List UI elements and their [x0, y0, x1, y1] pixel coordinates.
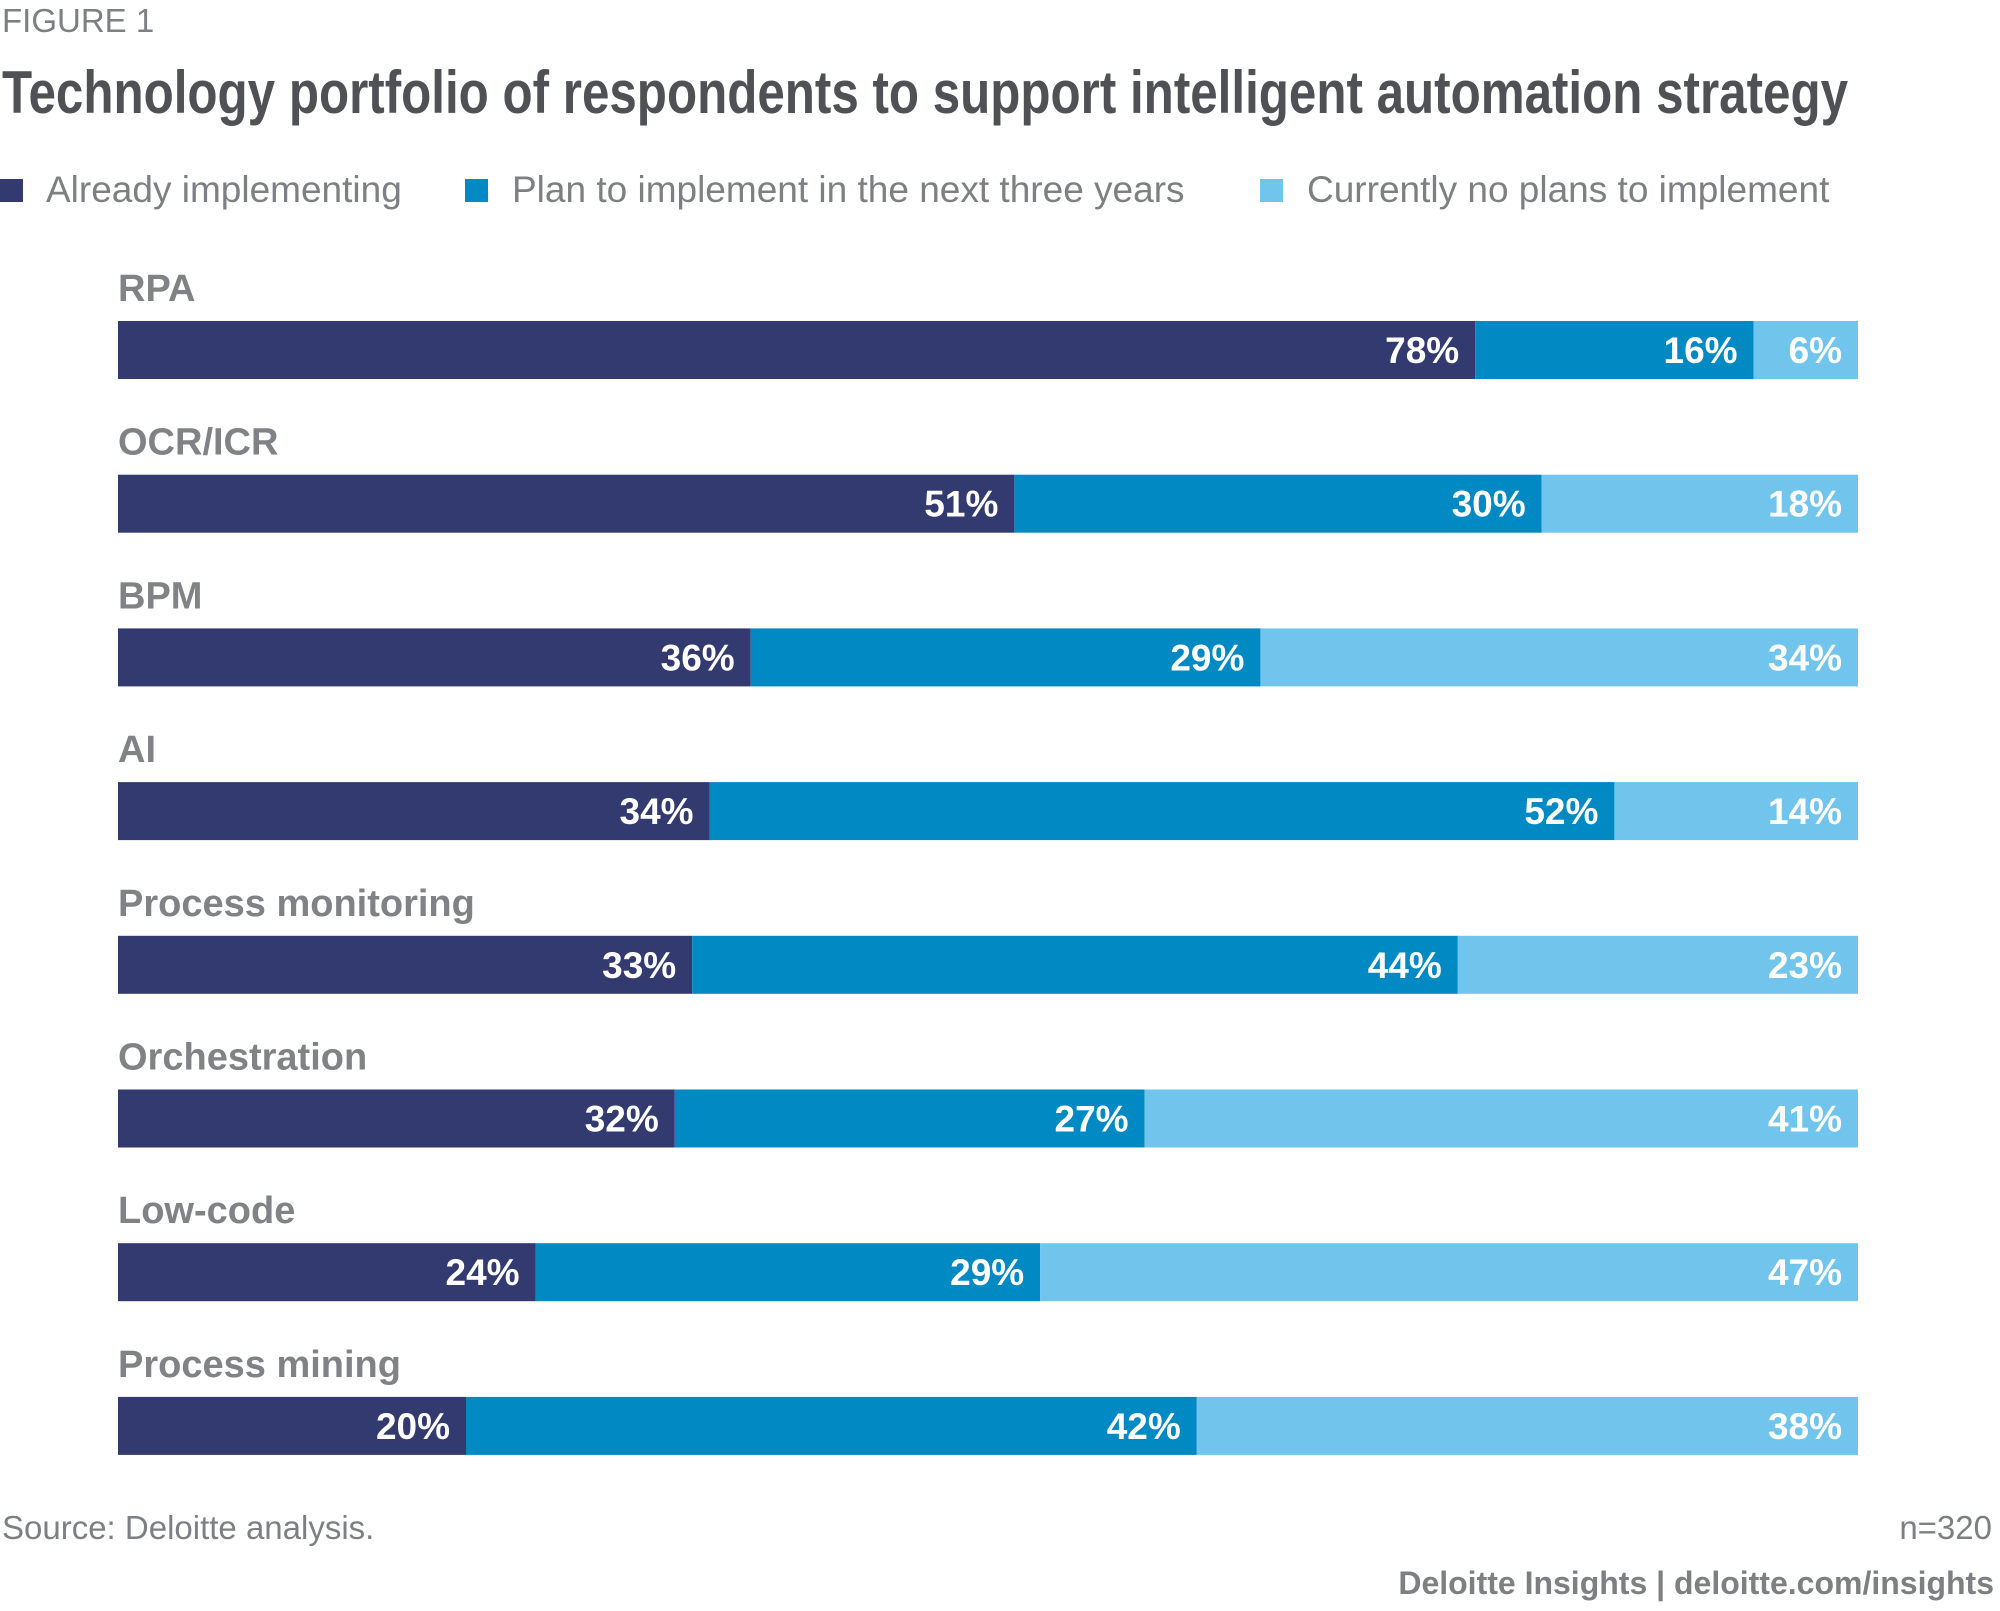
category-label: Low-code [118, 1190, 295, 1232]
data-label: 33% [602, 945, 676, 986]
data-label: 44% [1368, 945, 1442, 986]
sample-size: n=320 [1899, 1509, 1992, 1546]
category-label: Orchestration [118, 1037, 367, 1079]
bar-row-orchestration: Orchestration 32% 27% 41% [118, 1037, 1858, 1148]
bar-segment-orchestration-plan-to-implement-in-the [674, 1089, 1145, 1148]
data-label: 32% [585, 1099, 659, 1140]
data-label: 20% [376, 1406, 450, 1447]
data-label: 42% [1107, 1406, 1181, 1447]
data-label: 29% [1170, 637, 1244, 678]
category-label: Process mining [118, 1344, 401, 1386]
category-label: RPA [118, 268, 195, 310]
bar-segment-orchestration-already-implementing [118, 1089, 675, 1148]
data-label: 41% [1768, 1099, 1842, 1140]
bar-row-rpa: RPA 78% 16% 6% [118, 268, 1858, 379]
bar-row-ai: AI 34% 52% 14% [118, 729, 1858, 841]
bar-segment-rpa-currently-no-plans-to-im [1753, 321, 1858, 379]
bar-segment-ocr-icr-plan-to-implement-in-the [1014, 474, 1542, 533]
bar-segment-ocr-icr-currently-no-plans-to-im [1541, 474, 1858, 533]
bar-segment-ai-currently-no-plans-to-im [1614, 782, 1858, 841]
legend-swatch-no-plans [1260, 179, 1283, 202]
data-label: 30% [1452, 484, 1526, 525]
bar-segment-process-mining-plan-to-implement-in-the [466, 1396, 1197, 1455]
bar-segment-ai-plan-to-implement-in-the [709, 782, 1615, 841]
data-label: 29% [950, 1252, 1024, 1293]
data-label: 36% [661, 637, 735, 678]
legend-label-plan-to-implement: Plan to implement in the next three year… [512, 169, 1185, 210]
data-label: 23% [1768, 945, 1842, 986]
bar-segment-process-mining-currently-no-plans-to-im [1196, 1396, 1858, 1455]
category-label: OCR/ICR [118, 422, 278, 464]
bar-row-ocr-icr: OCR/ICR 51% 30% 18% [118, 422, 1858, 533]
data-label: 38% [1768, 1406, 1842, 1447]
bar-segment-process-monitoring-plan-to-implement-in-the [692, 935, 1458, 994]
data-label: 78% [1385, 330, 1459, 371]
bar-segment-low-code-plan-to-implement-in-the [535, 1243, 1041, 1302]
bar-segment-ai-already-implementing [118, 782, 710, 841]
category-label: BPM [118, 575, 202, 617]
legend: Already implementing Plan to implement i… [0, 169, 1830, 210]
bar-segment-bpm-plan-to-implement-in-the [750, 628, 1261, 687]
bar-segment-ocr-icr-already-implementing [118, 474, 1015, 533]
chart-title: Technology portfolio of respondents to s… [2, 59, 1849, 126]
data-label: 47% [1768, 1252, 1842, 1293]
legend-swatch-plan-to-implement [465, 179, 488, 202]
bar-segment-bpm-already-implementing [118, 628, 751, 687]
bar-row-process-monitoring: Process monitoring 33% 44% 23% [118, 883, 1858, 994]
bar-row-low-code: Low-code 24% 29% 47% [118, 1190, 1858, 1302]
data-label: 24% [446, 1252, 520, 1293]
bar-row-bpm: BPM 36% 29% 34% [118, 575, 1858, 687]
source-note: Source: Deloitte analysis. [2, 1509, 374, 1546]
bar-segment-bpm-currently-no-plans-to-im [1260, 628, 1858, 687]
legend-label-no-plans: Currently no plans to implement [1307, 169, 1830, 210]
bar-segment-rpa-already-implementing [118, 321, 1476, 379]
category-label: AI [118, 729, 156, 771]
legend-label-already-implementing: Already implementing [46, 169, 402, 210]
bar-segment-orchestration-currently-no-plans-to-im [1144, 1089, 1858, 1148]
data-label: 14% [1768, 791, 1842, 832]
bar-segment-process-mining-already-implementing [118, 1396, 466, 1455]
data-label: 18% [1768, 484, 1842, 525]
data-label: 52% [1524, 791, 1598, 832]
bar-row-process-mining: Process mining 20% 42% 38% [118, 1344, 1858, 1455]
bar-segment-low-code-currently-no-plans-to-im [1040, 1243, 1858, 1302]
data-label: 27% [1055, 1099, 1129, 1140]
data-label: 34% [1768, 637, 1842, 678]
bar-segment-low-code-already-implementing [118, 1243, 536, 1302]
data-label: 51% [924, 484, 998, 525]
data-label: 6% [1789, 330, 1842, 371]
bar-segment-rpa-plan-to-implement-in-the [1475, 321, 1754, 379]
figure-label: FIGURE 1 [2, 2, 154, 39]
brand-footer: Deloitte Insights | deloitte.com/insight… [1398, 1565, 1994, 1601]
data-label: 34% [620, 791, 694, 832]
bar-segment-process-monitoring-currently-no-plans-to-im [1457, 935, 1858, 994]
legend-swatch-already-implementing [0, 179, 23, 202]
category-label: Process monitoring [118, 883, 475, 925]
bar-segment-process-monitoring-already-implementing [118, 935, 693, 994]
data-label: 16% [1664, 330, 1738, 371]
